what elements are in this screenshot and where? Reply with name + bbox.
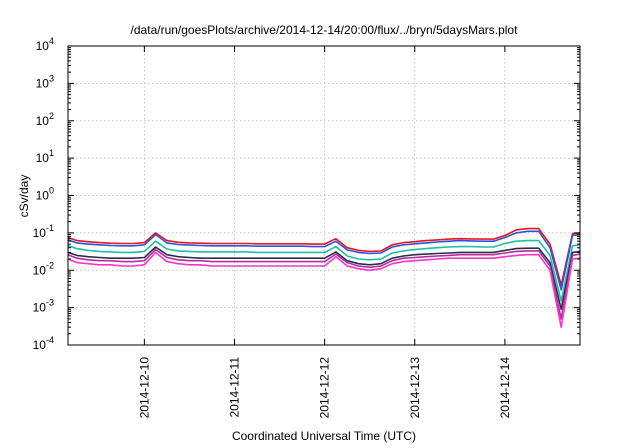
x-tick-label: 2014-12-13 <box>408 357 422 419</box>
y-tick-exponent: 0 <box>49 186 54 196</box>
x-tick-label: 2014-12-11 <box>227 357 241 418</box>
y-tick-label: 100 <box>36 186 54 203</box>
y-tick-label: 103 <box>36 73 54 90</box>
y-tick-label: 10-3 <box>33 298 54 315</box>
y-tick-label: 10-4 <box>33 335 54 352</box>
series-line-1 <box>67 227 581 286</box>
x-tick-label: 2014-12-10 <box>137 357 151 419</box>
x-axis-label: Coordinated Universal Time (UTC) <box>232 429 416 443</box>
axis-ticks: 10-410-310-210-11001011021031042014-12-1… <box>33 36 580 418</box>
y-tick-label: 104 <box>36 36 54 53</box>
x-tick-label: 2014-12-12 <box>318 357 332 419</box>
y-tick-exponent: -2 <box>46 260 54 270</box>
y-tick-exponent: 2 <box>49 111 54 121</box>
series-line-3 <box>67 239 581 302</box>
y-axis-label: cSv/day <box>17 175 31 218</box>
y-tick-exponent: 1 <box>49 148 54 158</box>
y-tick-exponent: -3 <box>46 298 54 308</box>
y-tick-label: 10-1 <box>33 223 54 240</box>
y-tick-exponent: 4 <box>49 36 54 46</box>
x-tick-label: 2014-12-14 <box>498 357 512 419</box>
series-line-4 <box>67 246 581 311</box>
y-tick-exponent: -4 <box>46 335 54 345</box>
y-tick-exponent: -1 <box>46 223 54 233</box>
grid <box>68 46 580 345</box>
y-tick-label: 10-2 <box>33 260 54 277</box>
series-line-6 <box>67 251 581 329</box>
y-tick-exponent: 3 <box>49 73 54 83</box>
series-line-2 <box>67 230 581 291</box>
series-line-5 <box>67 248 581 320</box>
y-tick-label: 101 <box>36 148 54 165</box>
chart-title: /data/run/goesPlots/archive/2014-12-14/2… <box>131 23 519 37</box>
y-tick-label: 102 <box>36 111 54 128</box>
series-layer <box>67 227 581 329</box>
